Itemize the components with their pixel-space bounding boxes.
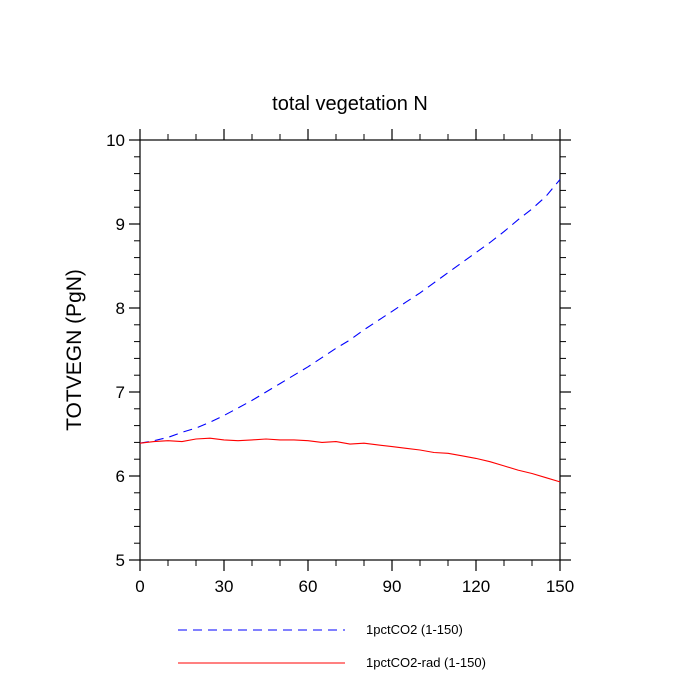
y-tick-label: 8: [116, 299, 125, 318]
y-axis-label: TOTVEGN (PgN): [63, 269, 86, 431]
x-tick-label: 0: [135, 577, 144, 596]
x-tick-label: 30: [215, 577, 234, 596]
x-tick-label: 120: [462, 577, 490, 596]
chart-title: total vegetation N: [272, 93, 428, 115]
series-line-1: [139, 179, 561, 444]
y-tick-label: 5: [116, 551, 125, 570]
series-lines: [139, 179, 561, 483]
plot-frame: [139, 139, 561, 561]
y-tick-label: 6: [116, 467, 125, 486]
legend: 1pctCO2 (1-150) 1pctCO2-rad (1-150): [178, 622, 486, 670]
x-tick-labels: 0 30 60 90 120 150: [135, 577, 574, 596]
y-tick-label: 9: [116, 215, 125, 234]
x-tick-label: 150: [546, 577, 574, 596]
axis-ticks: [129, 129, 571, 571]
y-tick-label: 7: [116, 383, 125, 402]
y-tick-labels: 5 6 7 8 9 10: [106, 131, 125, 570]
series-line-2: [139, 437, 561, 483]
x-tick-label: 60: [299, 577, 318, 596]
y-tick-label: 10: [106, 131, 125, 150]
legend-label: 1pctCO2-rad (1-150): [366, 655, 486, 670]
x-tick-label: 90: [383, 577, 402, 596]
legend-label: 1pctCO2 (1-150): [366, 622, 463, 637]
